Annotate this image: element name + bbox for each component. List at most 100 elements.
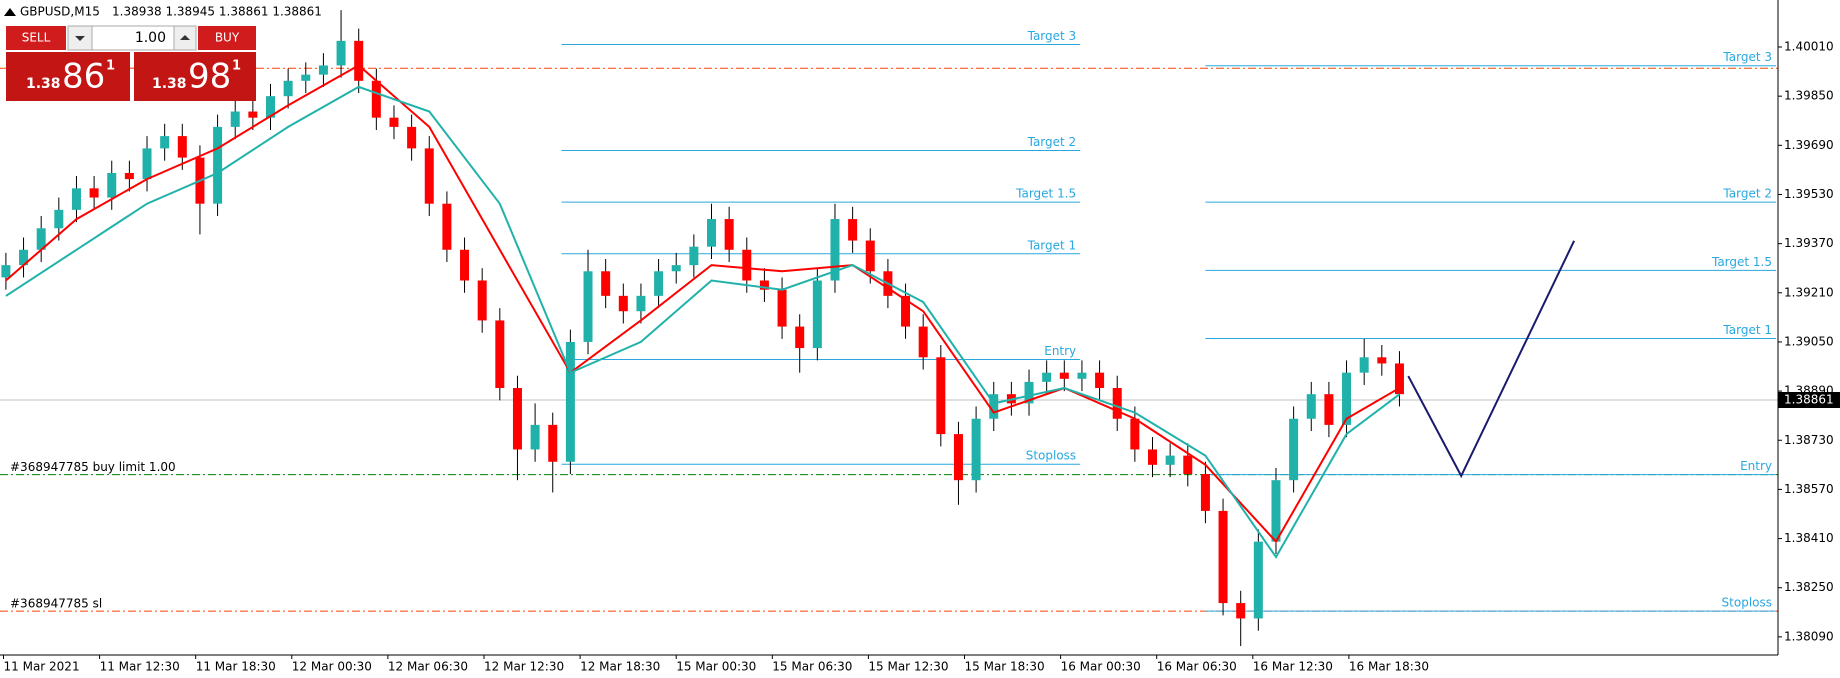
candle-body bbox=[1359, 357, 1369, 373]
candle-body bbox=[389, 117, 399, 127]
candle-body bbox=[1095, 372, 1105, 389]
level-label: Target 3 bbox=[1027, 29, 1077, 43]
x-tick-label: 11 Mar 12:30 bbox=[100, 660, 180, 674]
candle-body bbox=[1112, 388, 1122, 419]
ask-big: 1.38 bbox=[152, 76, 187, 92]
quotes: 1.38938 1.38945 1.38861 1.38861 bbox=[112, 5, 322, 19]
candle-body bbox=[1394, 363, 1404, 395]
candle-body bbox=[460, 249, 470, 281]
candle-body bbox=[1377, 357, 1387, 364]
bid-label: 1.38861 bbox=[1784, 393, 1834, 407]
candle-body bbox=[336, 40, 346, 66]
candle-body bbox=[901, 295, 911, 327]
x-tick-label: 12 Mar 18:30 bbox=[580, 660, 660, 674]
candle-body bbox=[1183, 455, 1193, 475]
y-tick-label: 1.39210 bbox=[1784, 285, 1834, 299]
candle-body bbox=[19, 249, 29, 266]
level-label: Target 2 bbox=[1722, 187, 1772, 201]
candle-body bbox=[618, 295, 628, 312]
y-tick-label: 1.38090 bbox=[1784, 629, 1834, 643]
moving-average bbox=[5, 64, 1401, 544]
order-label: #368947785 buy limit 1.00 bbox=[10, 460, 176, 474]
order-label: #368947785 sl bbox=[10, 597, 102, 611]
candle-body bbox=[142, 148, 152, 180]
candle-body bbox=[654, 271, 664, 296]
candle-body bbox=[1148, 449, 1157, 465]
candle-body bbox=[230, 111, 240, 127]
y-tick-label: 1.39690 bbox=[1784, 138, 1834, 152]
bid-small: 1 bbox=[106, 59, 115, 74]
projection-line bbox=[1407, 240, 1575, 479]
candle-body bbox=[918, 326, 928, 358]
buy-button[interactable] bbox=[198, 26, 256, 50]
level-label: Stoploss bbox=[1026, 449, 1076, 463]
candle-body bbox=[530, 424, 540, 450]
x-tick-label: 11 Mar 2021 bbox=[4, 660, 80, 674]
y-tick-label: 1.38410 bbox=[1784, 531, 1834, 545]
candle-body bbox=[1324, 394, 1334, 425]
ask-small: 1 bbox=[232, 59, 241, 74]
candle-body bbox=[1059, 372, 1069, 379]
candle-body bbox=[1077, 372, 1087, 379]
candle-body bbox=[759, 280, 769, 290]
level-label: Target 1 bbox=[1722, 323, 1772, 337]
candle-body bbox=[160, 136, 170, 149]
y-tick-label: 1.39850 bbox=[1784, 89, 1834, 103]
candle-body bbox=[601, 271, 611, 296]
candle-body bbox=[1271, 480, 1281, 542]
candle-body bbox=[124, 172, 134, 180]
candle-body bbox=[565, 341, 575, 462]
x-tick-label: 11 Mar 18:30 bbox=[196, 660, 276, 674]
candle-body bbox=[1200, 474, 1210, 511]
moving-average bbox=[5, 85, 1401, 559]
candle-body bbox=[848, 219, 858, 241]
candle-body bbox=[89, 188, 99, 198]
volume-input[interactable] bbox=[91, 25, 175, 51]
candle-body bbox=[1024, 381, 1034, 404]
candle-body bbox=[283, 80, 293, 97]
candle-body bbox=[830, 219, 840, 281]
x-tick-label: 15 Mar 12:30 bbox=[868, 660, 948, 674]
candle-body bbox=[742, 249, 752, 281]
bid-box[interactable] bbox=[6, 52, 130, 101]
candle-body bbox=[989, 394, 999, 419]
candle-body bbox=[795, 326, 805, 349]
x-tick-label: 12 Mar 00:30 bbox=[292, 660, 372, 674]
y-tick-label: 1.38570 bbox=[1784, 482, 1834, 496]
candle-body bbox=[1306, 394, 1316, 419]
bid-big: 1.38 bbox=[26, 76, 61, 92]
level-label: Target 1 bbox=[1027, 238, 1077, 252]
candle-body bbox=[71, 188, 81, 210]
candle-body bbox=[971, 418, 981, 481]
candle-body bbox=[371, 80, 381, 118]
x-tick-label: 15 Mar 00:30 bbox=[676, 660, 756, 674]
one-click-panel: SELL 1.00 BUY 1.38 86 1 1.38 98 1 bbox=[6, 25, 256, 101]
candle-body bbox=[777, 289, 787, 327]
x-tick-label: 12 Mar 12:30 bbox=[484, 660, 564, 674]
sell-button[interactable] bbox=[6, 26, 66, 50]
y-tick-label: 1.38250 bbox=[1784, 580, 1834, 594]
candle-body bbox=[354, 40, 364, 81]
candle-body bbox=[213, 126, 223, 204]
candle-body bbox=[671, 265, 681, 272]
ask-box[interactable] bbox=[134, 52, 256, 101]
candle-body bbox=[953, 434, 963, 481]
candle-body bbox=[266, 96, 275, 118]
bid-main: 86 bbox=[62, 57, 105, 97]
candle-body bbox=[689, 246, 699, 266]
x-tick-label: 15 Mar 18:30 bbox=[965, 660, 1045, 674]
candle-body bbox=[54, 209, 64, 229]
level-label: Target 3 bbox=[1722, 50, 1772, 64]
candle-body bbox=[1165, 455, 1175, 465]
candle-body bbox=[107, 172, 117, 198]
candle-body bbox=[248, 111, 258, 118]
level-label: Stoploss bbox=[1722, 596, 1772, 610]
sell-label: SELL bbox=[22, 31, 51, 45]
candle-body bbox=[1236, 603, 1246, 619]
candle-body bbox=[318, 65, 328, 75]
candle-body bbox=[724, 219, 734, 250]
candle-body bbox=[407, 126, 417, 149]
collapse-icon[interactable] bbox=[4, 8, 16, 16]
candle-body bbox=[1218, 510, 1228, 604]
y-tick-label: 1.39530 bbox=[1784, 187, 1834, 201]
